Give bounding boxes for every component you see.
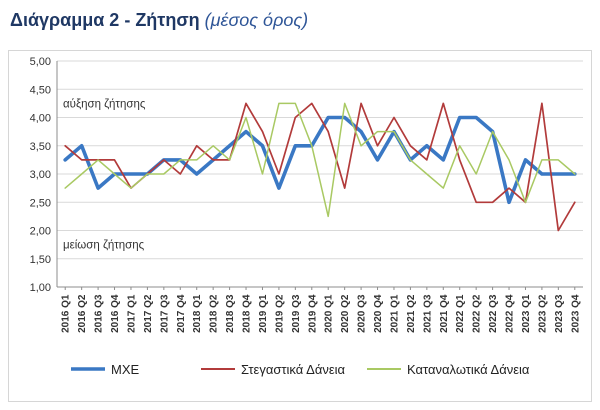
legend-label: ΜΧΕ [111, 362, 140, 377]
chart-title-main: Διάγραμμα 2 - Ζήτηση [10, 10, 200, 30]
x-tick-label: 2018 Q3 [225, 294, 236, 333]
y-tick-label: 3,50 [30, 141, 51, 153]
x-tick-label: 2018 Q1 [192, 294, 203, 333]
x-tick-label: 2019 Q4 [307, 294, 318, 333]
x-tick-label: 2016 Q2 [77, 294, 88, 333]
x-tick-label: 2017 Q2 [143, 294, 154, 333]
x-tick-label: 2019 Q2 [274, 294, 285, 333]
line-chart: 1,00 1,50 2,00 2,50 3,00 3,50 4,00 4,50 5,00 2016… [30, 56, 583, 377]
x-tick-label: 2023 Q1 [521, 294, 532, 333]
x-tick-label: 2022 Q2 [472, 294, 483, 333]
x-tick-label: 2021 Q4 [439, 294, 450, 333]
chart-title: Διάγραμμα 2 - Ζήτηση (μέσος όρος) [10, 10, 308, 31]
y-tick-label: 4,00 [30, 113, 51, 125]
x-tick-label: 2017 Q3 [159, 294, 170, 333]
series-line-consumer [64, 102, 576, 218]
x-tick-label: 2018 Q4 [242, 294, 253, 333]
y-tick-label: 1,00 [30, 282, 51, 294]
y-tick-label: 5,00 [30, 56, 51, 68]
x-tick-label: 2020 Q2 [340, 294, 351, 333]
legend-label: Στεγαστικά Δάνεια [241, 362, 346, 377]
x-tick-label: 2022 Q4 [505, 294, 516, 333]
x-tick-label: 2020 Q3 [357, 294, 368, 333]
x-tick-label: 2019 Q1 [258, 294, 269, 333]
x-tick-label: 2016 Q4 [110, 294, 121, 333]
annotation-label: μείωση ζήτησης [63, 240, 145, 252]
series-line-mxe [63, 115, 577, 205]
x-tick-label: 2021 Q1 [389, 294, 400, 333]
x-tick-label: 2016 Q3 [94, 294, 105, 333]
x-tick-label: 2018 Q2 [209, 294, 220, 333]
x-tick-label: 2020 Q4 [373, 294, 384, 333]
legend-label: Καταναλωτικά Δάνεια [407, 362, 530, 377]
x-tick-label: 2016 Q1 [61, 294, 72, 333]
y-tick-label: 3,00 [30, 169, 51, 181]
x-tick-label: 2017 Q4 [176, 294, 187, 333]
annotation-label: αύξηση ζήτησης [63, 98, 146, 110]
y-tick-label: 4,50 [30, 84, 51, 96]
x-tick-label: 2023 Q4 [570, 294, 581, 333]
x-tick-label: 2019 Q3 [291, 294, 302, 333]
chart-panel: 1,00 1,50 2,00 2,50 3,00 3,50 4,00 4,50 5,00 2016… [8, 50, 592, 402]
x-tick-label: 2023 Q3 [554, 294, 565, 333]
y-tick-label: 2,00 [30, 226, 51, 238]
x-tick-label: 2020 Q1 [324, 294, 335, 333]
y-tick-label: 1,50 [30, 254, 51, 266]
series-line-housing [64, 102, 576, 232]
x-tick-label: 2017 Q1 [126, 294, 137, 333]
x-tick-label: 2021 Q2 [406, 294, 417, 333]
chart-title-note: (μέσος όρος) [204, 10, 309, 30]
x-tick-label: 2022 Q1 [455, 294, 466, 333]
x-tick-label: 2022 Q3 [488, 294, 499, 333]
x-tick-label: 2021 Q3 [422, 294, 433, 333]
y-tick-label: 2,50 [30, 197, 51, 209]
x-tick-label: 2023 Q2 [537, 294, 548, 333]
